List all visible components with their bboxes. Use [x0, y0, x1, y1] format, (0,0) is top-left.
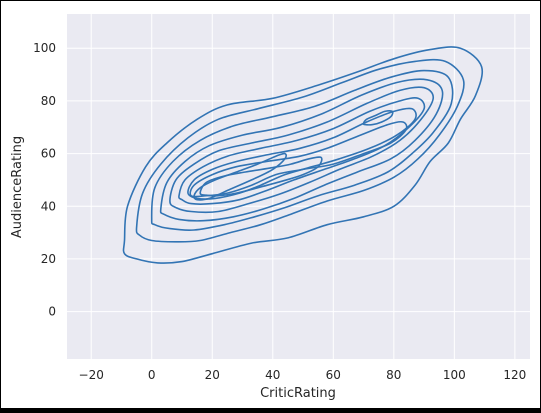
- x-tick-label: 80: [386, 368, 401, 382]
- x-tick-label: 40: [265, 368, 280, 382]
- density-contour-line: [135, 58, 465, 243]
- contour-lines: [122, 46, 484, 264]
- y-tick-label: 80: [41, 94, 56, 108]
- y-tick-label: 100: [33, 41, 56, 55]
- x-tick-label: 0: [148, 368, 156, 382]
- x-axis-label: CriticRating: [260, 386, 336, 401]
- y-tick-label: 20: [41, 252, 56, 266]
- density-contour-line: [189, 120, 408, 198]
- density-contour-line: [122, 46, 484, 264]
- density-contour-line: [193, 152, 288, 201]
- density-contour-line: [362, 110, 394, 126]
- density-contour-line: [159, 78, 444, 222]
- density-contour-line: [199, 156, 323, 197]
- density-contour-line: [169, 86, 435, 214]
- y-axis-label: AudienceRating: [10, 136, 25, 238]
- y-tick-label: 40: [41, 199, 56, 213]
- y-tick-label: 0: [48, 305, 56, 319]
- x-tick-label: 120: [503, 368, 526, 382]
- y-tick-labels: 0 20 40 60 80 100: [33, 41, 56, 318]
- x-tick-label: 60: [326, 368, 341, 382]
- density-contour-line: [178, 97, 426, 205]
- density-contour-line: [150, 69, 454, 231]
- x-tick-labels: −20 0 20 40 60 80 100 120: [79, 368, 527, 382]
- x-tick-label: 20: [205, 368, 220, 382]
- x-tick-label: 100: [443, 368, 466, 382]
- x-tick-label: −20: [79, 368, 104, 382]
- grid-lines: [67, 14, 530, 359]
- y-tick-label: 60: [41, 147, 56, 161]
